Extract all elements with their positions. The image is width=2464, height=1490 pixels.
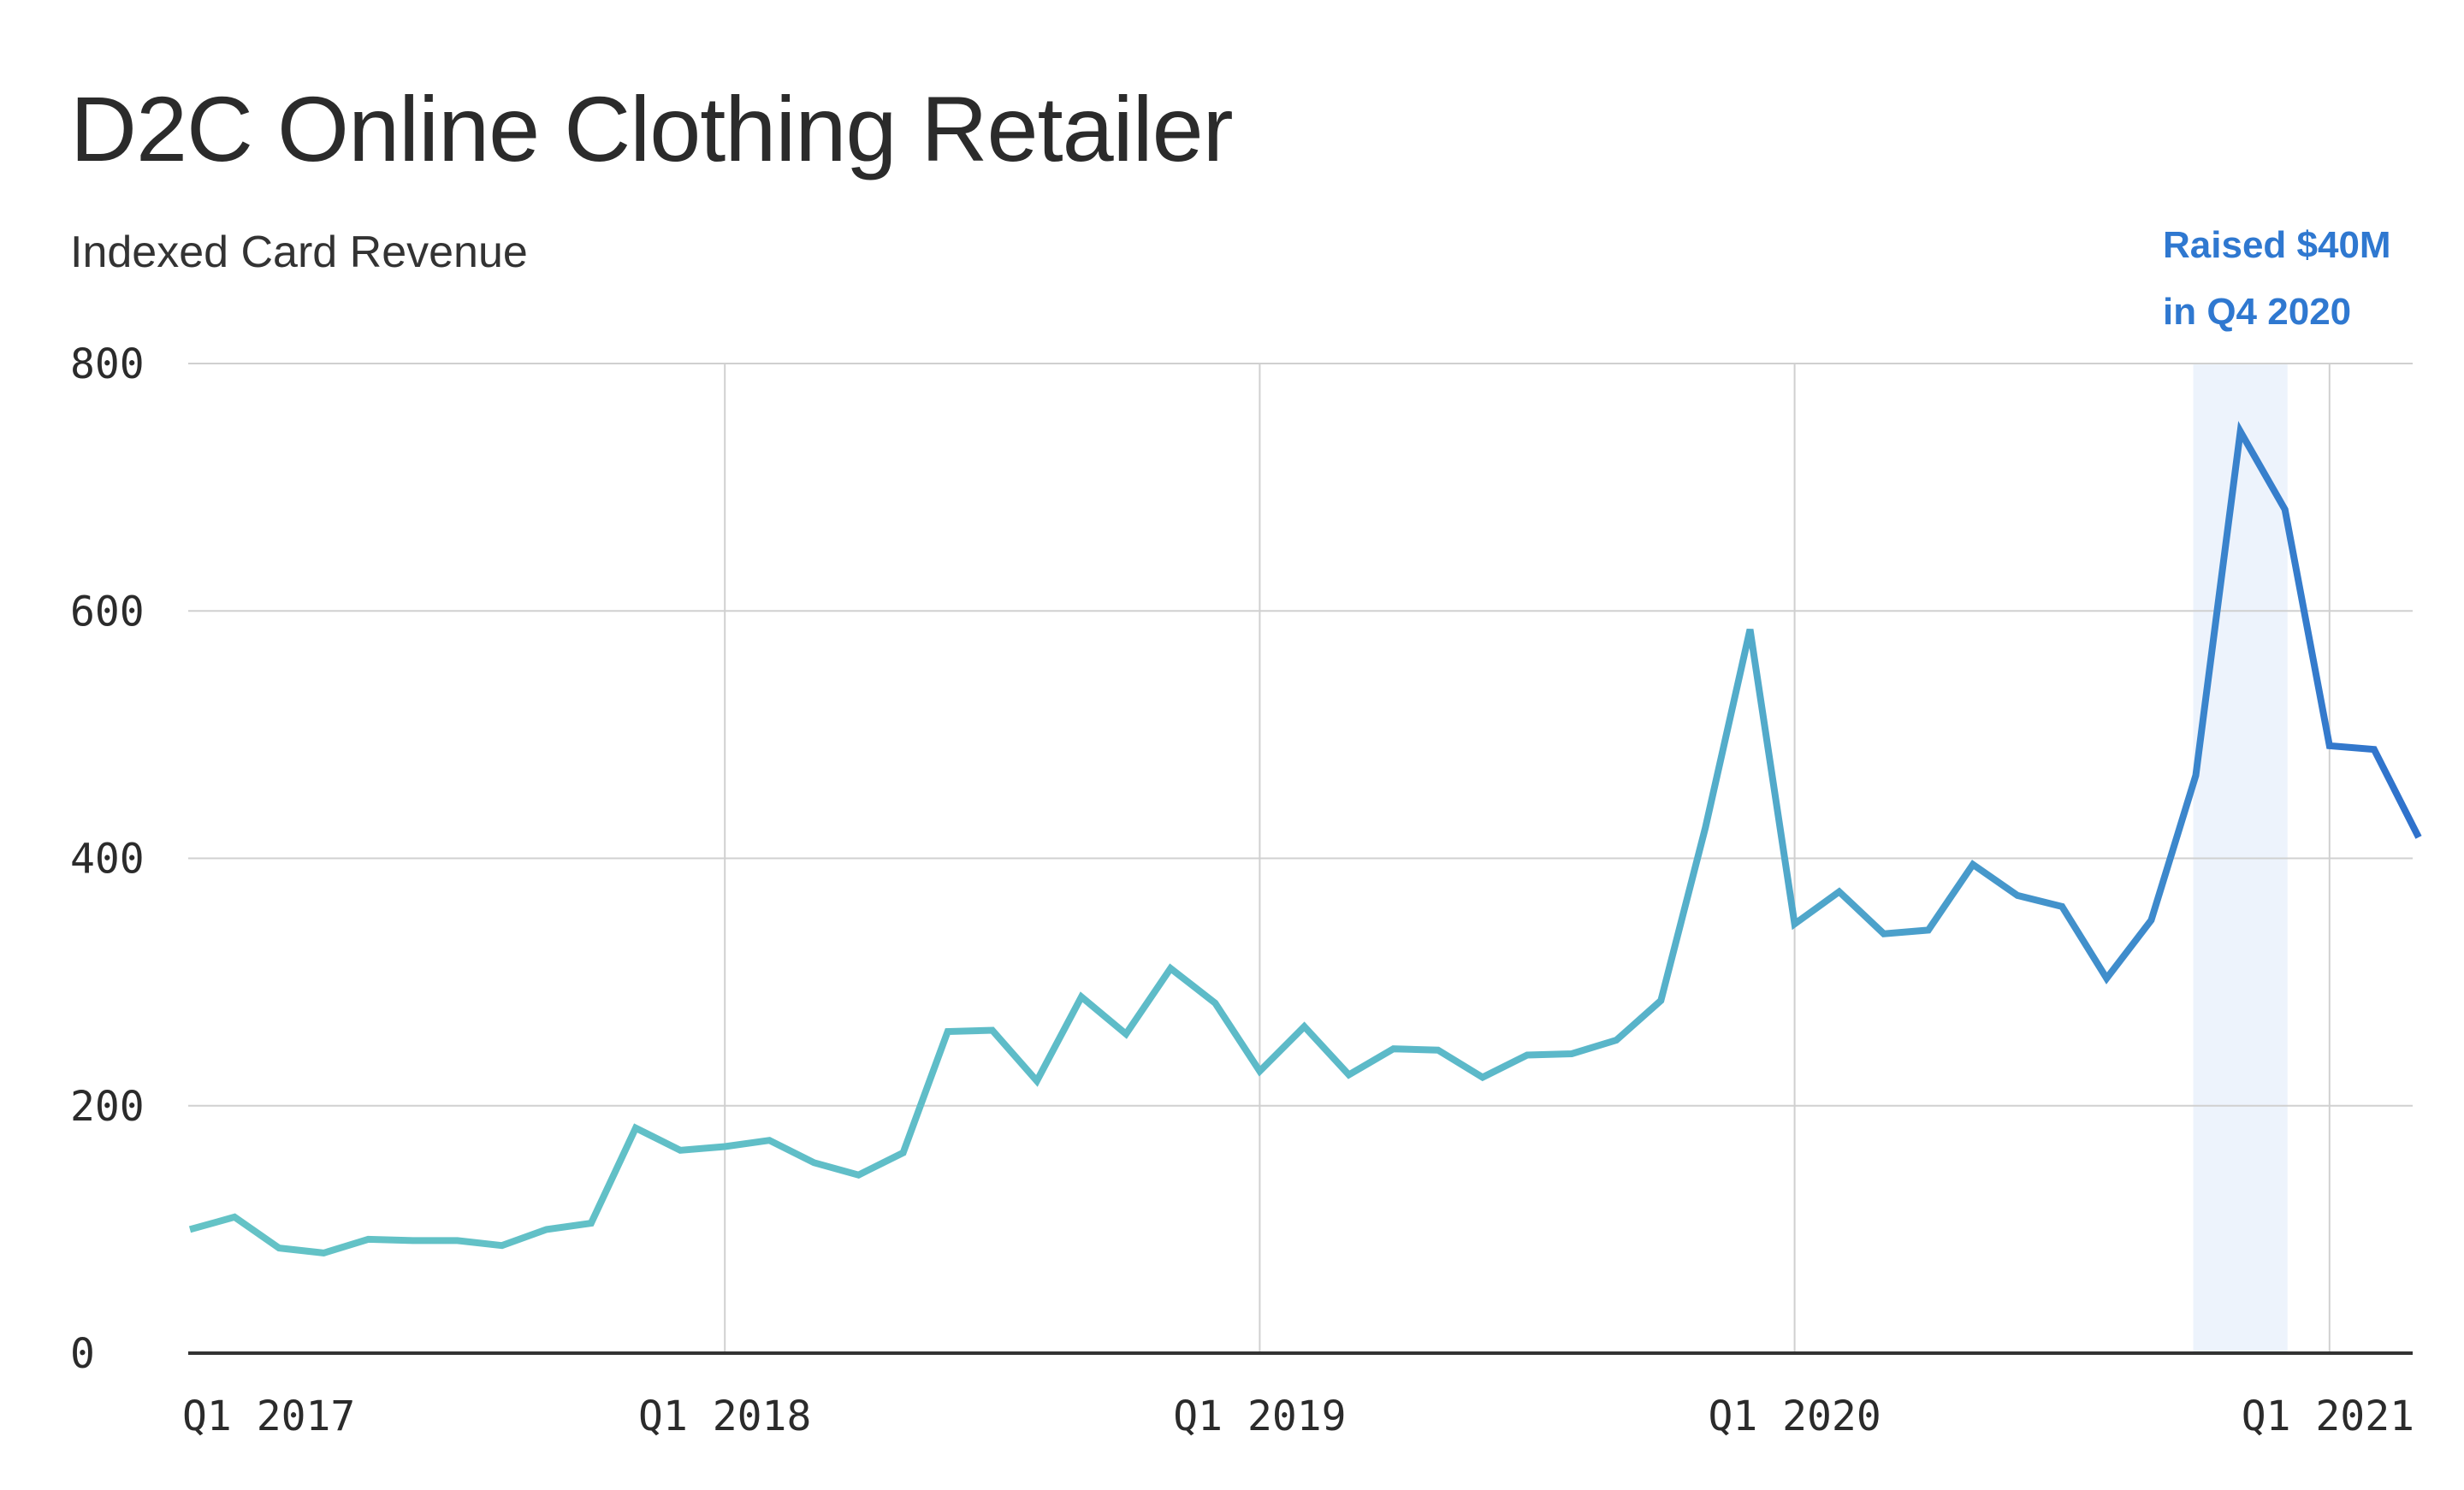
chart-title: D2C Online Clothing Retailer bbox=[70, 77, 1234, 180]
x-tick-label: Q1 2017 bbox=[182, 1392, 355, 1440]
x-tick-label: Q1 2021 bbox=[2242, 1392, 2414, 1440]
annotation-line-2: in Q4 2020 bbox=[2163, 291, 2352, 333]
chart-subtitle: Indexed Card Revenue bbox=[70, 228, 528, 277]
y-tick-label: 400 bbox=[70, 836, 145, 884]
y-tick-label: 0 bbox=[70, 1330, 95, 1378]
funding-annotation: Raised $40M in Q4 2020 bbox=[2163, 212, 2391, 346]
x-tick-label: Q1 2019 bbox=[1173, 1392, 1346, 1440]
annotation-line-1: Raised $40M bbox=[2163, 224, 2391, 266]
x-tick-label: Q1 2018 bbox=[638, 1392, 811, 1440]
series-line bbox=[188, 421, 2422, 1256]
x-tick-label: Q1 2020 bbox=[1708, 1392, 1881, 1440]
y-tick-label: 800 bbox=[70, 340, 145, 388]
y-tick-label: 600 bbox=[70, 588, 145, 636]
y-tick-label: 200 bbox=[70, 1083, 145, 1131]
